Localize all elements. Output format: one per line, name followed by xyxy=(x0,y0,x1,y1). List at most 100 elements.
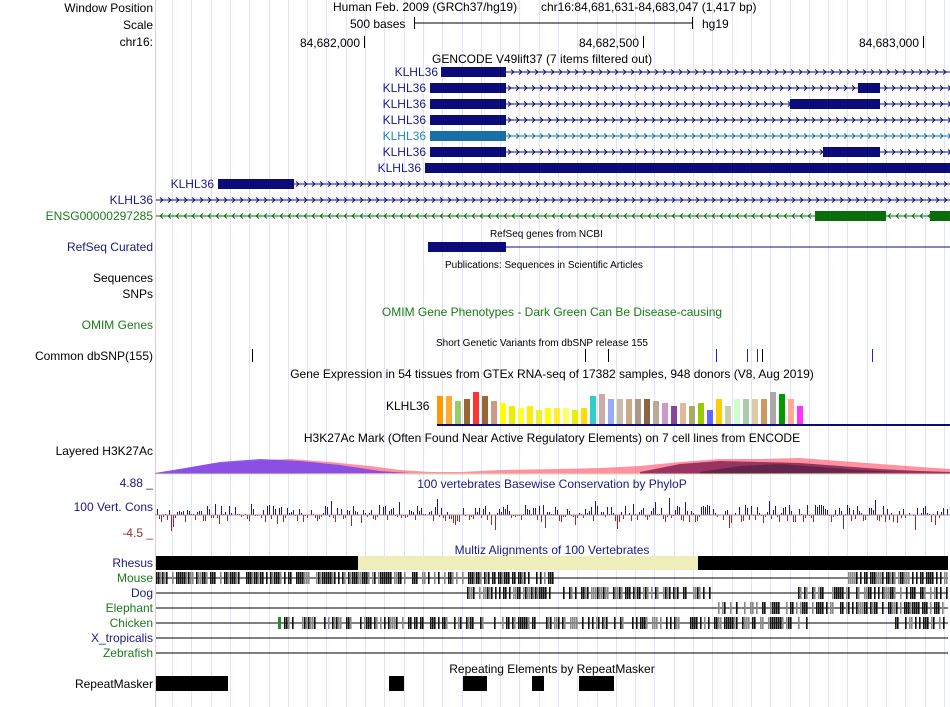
gtex-bar-36 xyxy=(761,399,767,424)
rhesus-gap xyxy=(358,556,698,570)
refseq-title: RefSeq genes from NCBI xyxy=(490,229,603,240)
omim-track-label[interactable]: OMIM Genes xyxy=(81,318,153,332)
species-dog[interactable]: Dog xyxy=(130,586,153,600)
snps-track-label[interactable]: SNPs xyxy=(122,287,153,301)
gtex-bar-17 xyxy=(590,396,596,424)
gtex-bar-1 xyxy=(446,396,452,424)
gtex-bar-9 xyxy=(518,408,524,424)
gtex-bar-15 xyxy=(572,410,578,424)
position-text: chr16:84,681,631-84,683,047 (1,417 bp) xyxy=(541,0,757,14)
gtex-bar-35 xyxy=(752,399,758,424)
multiz-alignments[interactable] xyxy=(156,556,948,654)
dbsnp-title: Short Genetic Variants from dbSNP releas… xyxy=(436,338,648,349)
label-separator xyxy=(155,0,156,707)
klhl36-left-label[interactable]: KLHL36 xyxy=(109,193,153,207)
gtex-bar-26 xyxy=(671,406,677,424)
species-elephant[interactable]: Elephant xyxy=(105,601,153,615)
window-position-label: Window Position xyxy=(64,1,153,15)
ensg-exon-2 xyxy=(930,211,950,221)
gencode-label-3: KLHL36 xyxy=(383,113,427,127)
tick-label-1: 84,682,000 xyxy=(300,36,360,50)
gtex-bar-40 xyxy=(797,406,803,424)
gencode-exon-6-0 xyxy=(425,163,950,173)
scale-bar xyxy=(414,17,693,29)
gtex-title: Gene Expression in 54 tissues from GTEx … xyxy=(290,367,814,381)
gencode-exon-2-1 xyxy=(790,99,880,109)
sequences-track-label[interactable]: Sequences xyxy=(92,271,153,285)
rhesus-block-1 xyxy=(156,556,358,570)
gencode-label-2: KLHL36 xyxy=(383,97,427,111)
gtex-gene-label: KLHL36 xyxy=(386,399,430,413)
repeat-title: Repeating Elements by RepeatMasker xyxy=(449,662,654,676)
gencode-exon-1-0 xyxy=(430,83,506,93)
omim-title: OMIM Gene Phenotypes - Dark Green Can Be… xyxy=(382,305,722,319)
dbsnp-track-label[interactable]: Common dbSNP(155) xyxy=(34,349,153,363)
scale-db-text: hg19 xyxy=(702,17,729,31)
gtex-bars[interactable] xyxy=(437,392,803,424)
cons-track-label[interactable]: 100 Vert. Cons xyxy=(73,500,153,514)
gencode-exon-7-0 xyxy=(218,179,294,189)
gtex-bar-38 xyxy=(779,394,785,424)
gtex-bar-24 xyxy=(653,401,659,424)
gencode-exon-5-0 xyxy=(430,147,506,157)
scale-label: Scale xyxy=(122,18,153,32)
guide-lines xyxy=(172,0,945,707)
gencode-track[interactable]: KLHL36 KLHL36 KLHL36 KLHL36 KLHL36 KLHL36 KLHL… xyxy=(156,65,950,221)
gtex-bar-32 xyxy=(725,406,731,424)
gtex-bar-19 xyxy=(608,399,614,424)
gencode-label-0: KLHL36 xyxy=(395,65,439,79)
species-zebrafish[interactable]: Zebrafish xyxy=(102,646,153,660)
gencode-exon-3-0 xyxy=(430,115,506,125)
gencode-exon-2-0 xyxy=(430,99,506,109)
h3k27ac-title: H3K27Ac Mark (Often Found Near Active Re… xyxy=(304,431,800,445)
gtex-bar-33 xyxy=(734,399,740,424)
species-x-tropicalis[interactable]: X_tropicalis xyxy=(90,631,153,645)
gencode-label-7: KLHL36 xyxy=(171,177,215,191)
gtex-bar-25 xyxy=(662,403,668,424)
gencode-exon-0-0 xyxy=(441,67,506,77)
gtex-bar-12 xyxy=(545,408,551,424)
cons-title: 100 vertebrates Basewise Conservation by… xyxy=(417,477,686,491)
gtex-bar-13 xyxy=(554,408,560,424)
gencode-title: GENCODE V49lift37 (7 items filtered out) xyxy=(432,52,652,66)
gtex-bar-30 xyxy=(707,410,713,424)
h3k27ac-track-label[interactable]: Layered H3K27Ac xyxy=(55,444,153,458)
assembly-text: Human Feb. 2009 (GRCh37/hg19) xyxy=(333,0,517,14)
gencode-exon-5-1 xyxy=(823,147,880,157)
gtex-bar-28 xyxy=(689,406,695,424)
conservation-signal[interactable] xyxy=(155,498,950,531)
scale-text: 500 bases xyxy=(350,17,405,31)
dbsnp-variants-blue[interactable] xyxy=(716,349,873,362)
gtex-bar-37 xyxy=(770,392,776,424)
dbsnp-variants[interactable] xyxy=(252,349,763,362)
gencode-exon-1-1 xyxy=(858,83,880,93)
gtex-bar-2 xyxy=(455,401,461,424)
chicken-marker xyxy=(278,617,281,629)
species-chicken[interactable]: Chicken xyxy=(109,616,153,630)
repeat-elements[interactable] xyxy=(156,676,614,691)
h3k27ac-signal[interactable] xyxy=(155,458,950,475)
gtex-bar-39 xyxy=(788,399,794,424)
species-rhesus[interactable]: Rhesus xyxy=(112,556,153,570)
refseq-gene[interactable] xyxy=(428,242,950,252)
gtex-bar-3 xyxy=(464,399,470,424)
gencode-label-1: KLHL36 xyxy=(383,81,427,95)
rhesus-block-2 xyxy=(698,556,948,570)
gtex-bar-31 xyxy=(716,399,722,424)
refseq-track-label[interactable]: RefSeq Curated xyxy=(66,240,153,254)
ensg-label[interactable]: ENSG00000297285 xyxy=(45,209,153,223)
gtex-bar-10 xyxy=(527,406,533,424)
gencode-label-4: KLHL36 xyxy=(383,129,427,143)
gtex-bar-0 xyxy=(437,396,443,424)
repeatmasker-track-label[interactable]: RepeatMasker xyxy=(74,677,153,691)
gtex-bar-14 xyxy=(563,408,569,424)
tick-label-3: 84,683,000 xyxy=(859,36,919,50)
gtex-bar-23 xyxy=(644,399,650,424)
publications-title: Publications: Sequences in Scientific Ar… xyxy=(445,260,643,271)
chrom-label: chr16: xyxy=(119,35,153,49)
cons-min-label: -4.5 _ xyxy=(122,526,153,540)
gtex-bar-20 xyxy=(617,399,623,424)
species-mouse[interactable]: Mouse xyxy=(116,571,153,585)
